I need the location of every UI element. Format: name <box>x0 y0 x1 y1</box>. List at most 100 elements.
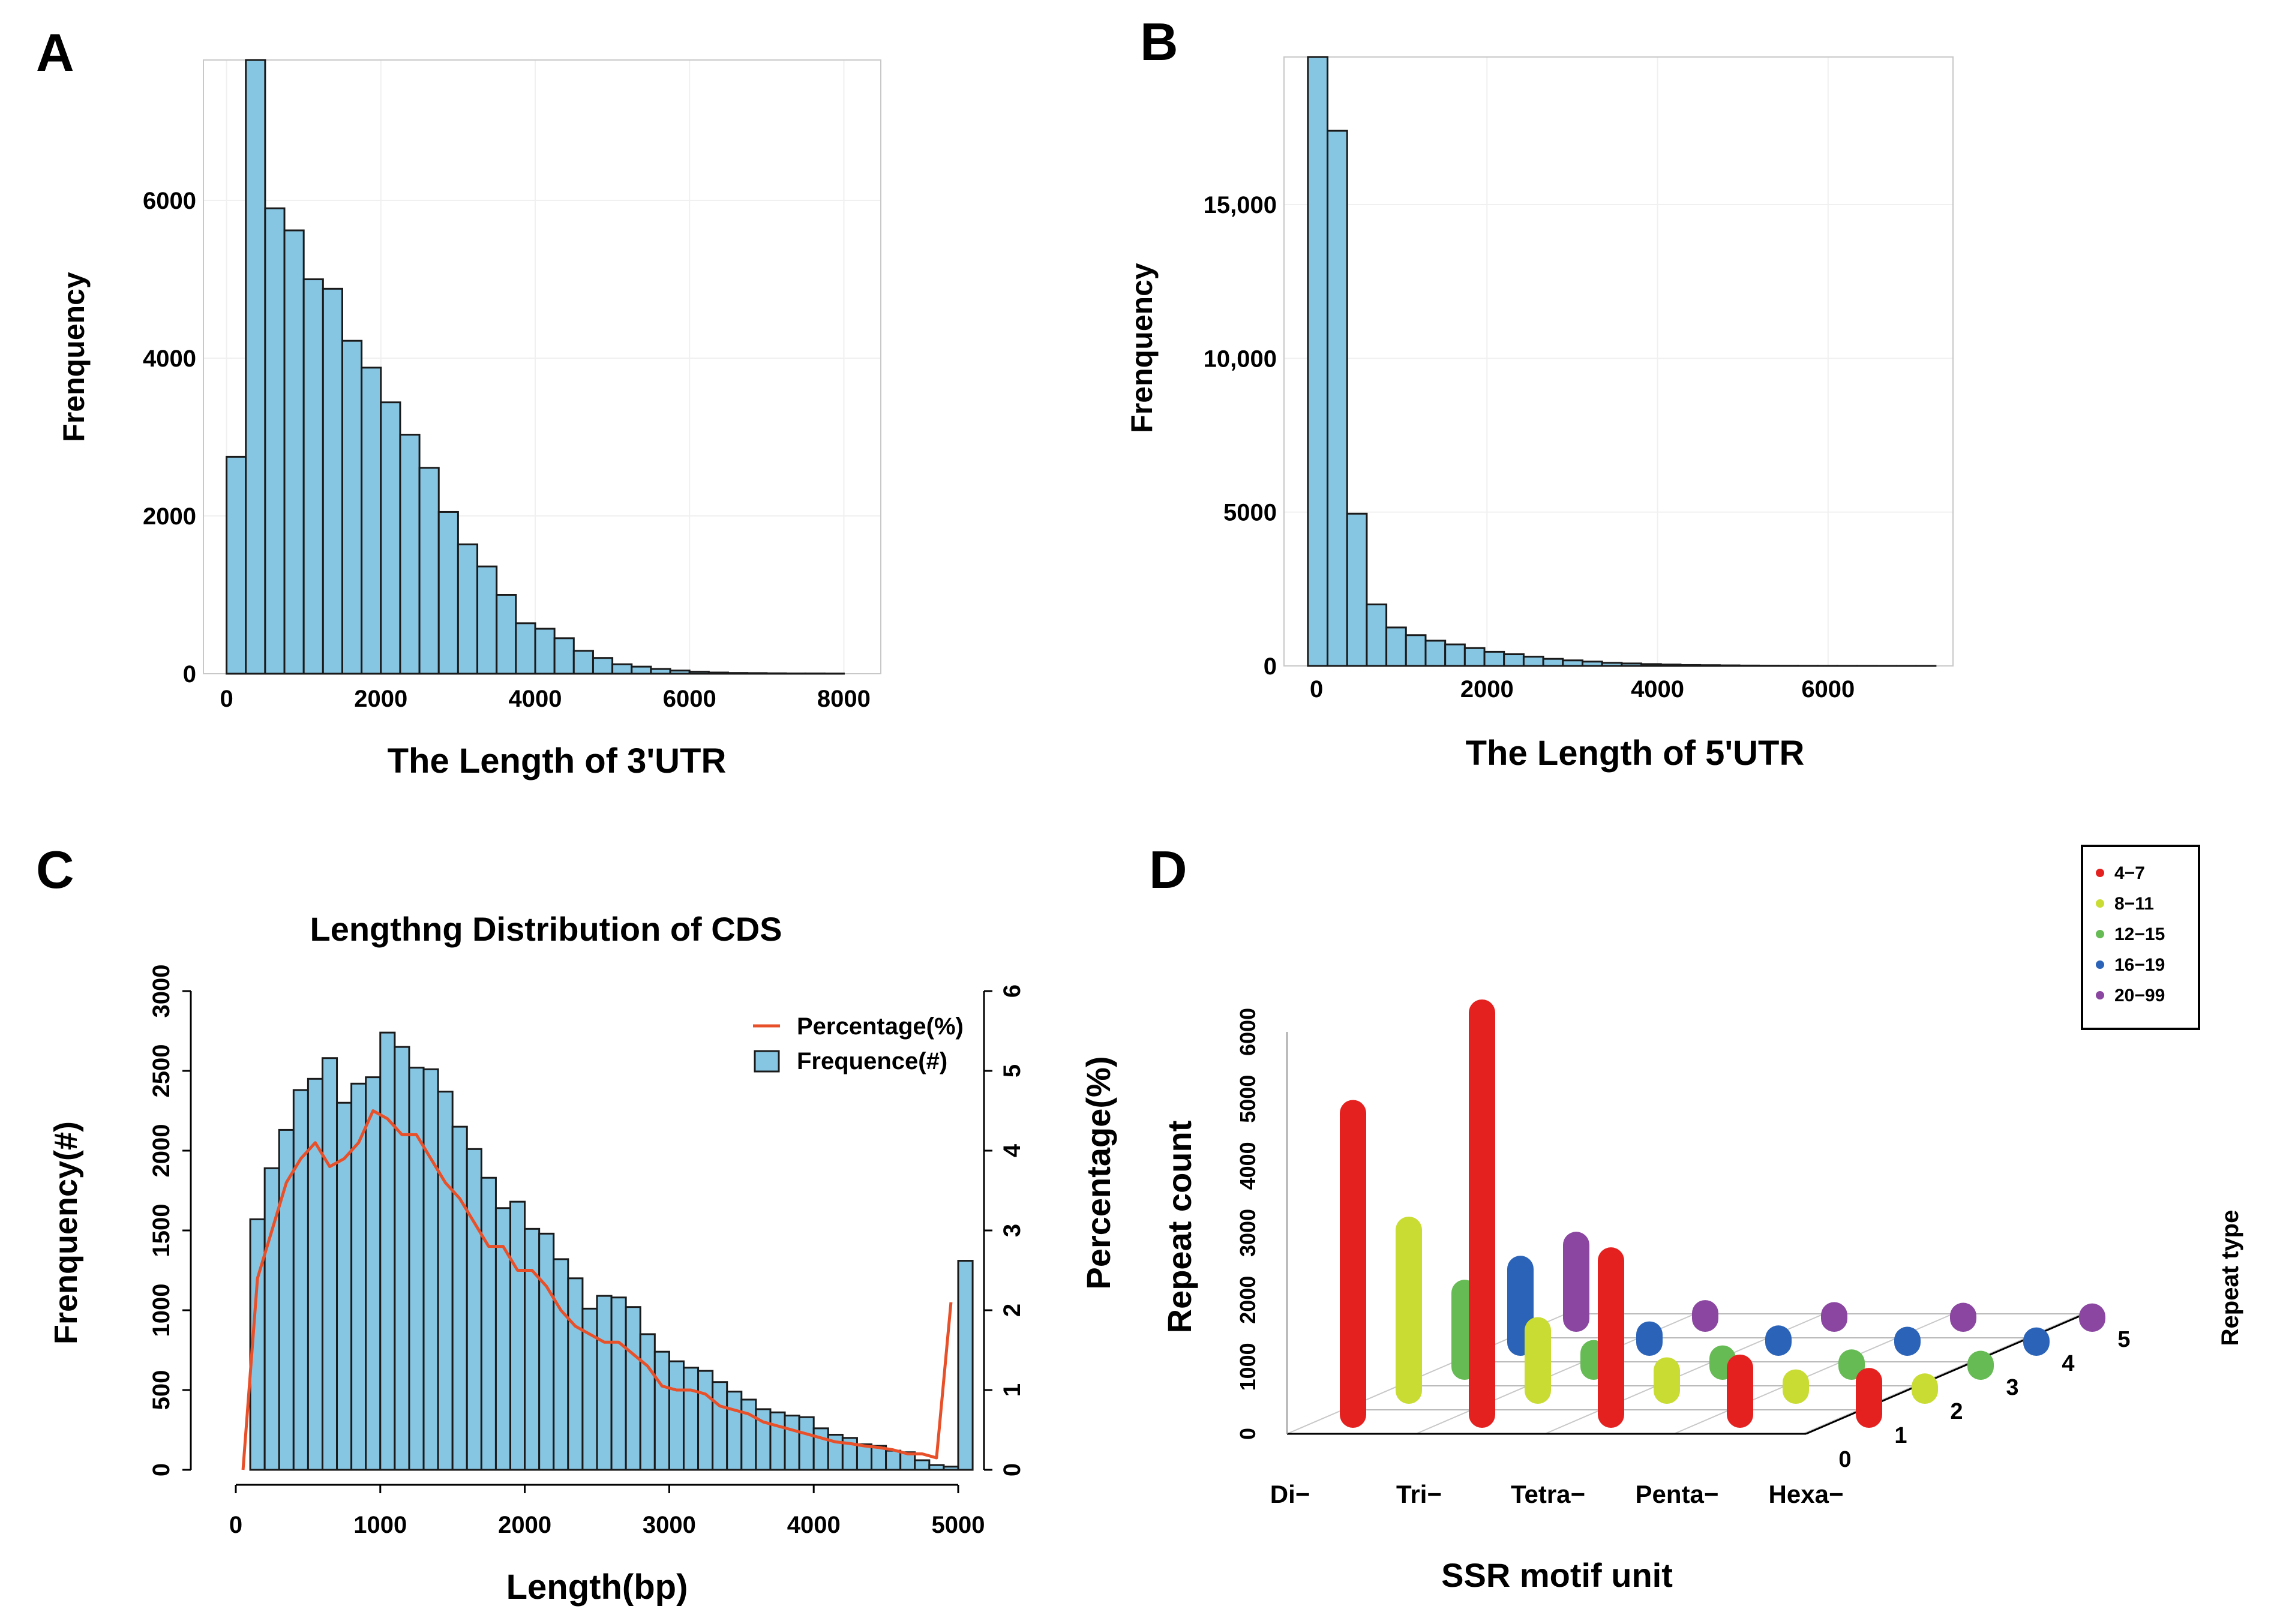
y-tick-label: 1500 <box>148 1204 175 1257</box>
histogram-bar <box>1385 626 1407 667</box>
depth-axis-title: Repeat type <box>2217 1210 2243 1346</box>
legend-dot <box>2096 869 2104 877</box>
depth-tick-label: 0 <box>1838 1447 1851 1472</box>
panel-letter-a: A <box>36 23 74 82</box>
legend-dot <box>2096 899 2104 908</box>
histogram-bar <box>1601 662 1623 667</box>
histogram-bar <box>957 1260 974 1471</box>
category-label: Tetra− <box>1511 1480 1585 1508</box>
histogram-bar <box>625 1306 641 1471</box>
histogram-bar <box>1660 664 1682 667</box>
ssr-bar <box>1396 1217 1422 1404</box>
category-label: Di− <box>1270 1480 1310 1508</box>
x-tick-label: 1000 <box>353 1512 407 1538</box>
y-axis-title: Frenquency(#) <box>48 1121 84 1344</box>
y-tick-label: 15,000 <box>1204 192 1277 218</box>
histogram-bar <box>380 401 401 675</box>
x-tick-label: 8000 <box>817 686 871 712</box>
panel-letter-b: B <box>1140 12 1178 71</box>
histogram-bar <box>1718 664 1741 667</box>
y-tick-label: 2000 <box>1235 1276 1260 1324</box>
histogram-bar <box>457 543 479 675</box>
y-tick-label: 1000 <box>1235 1343 1260 1391</box>
panel-letter-c: C <box>36 840 74 899</box>
histogram-bar <box>534 628 556 675</box>
x-tick-label: 2000 <box>1460 676 1514 703</box>
y-tick-label: 0 <box>1264 653 1277 680</box>
histogram-bar <box>798 1416 815 1471</box>
ssr-bar <box>1838 1349 1865 1380</box>
depth-tick-label: 4 <box>2062 1351 2074 1376</box>
histogram-bar <box>1562 659 1583 667</box>
histogram-bar <box>697 1370 714 1471</box>
y-tick-label: 4000 <box>1235 1142 1260 1190</box>
ssr-bar <box>1821 1302 1847 1332</box>
histogram-bar <box>784 1415 800 1471</box>
legend-bar-swatch <box>754 1050 780 1073</box>
histogram-bar <box>669 670 691 675</box>
y-tick-label: 2000 <box>148 1124 175 1178</box>
depth-tick-label: 3 <box>2006 1375 2018 1400</box>
legend-dot <box>2096 930 2104 938</box>
histogram-bar <box>1581 661 1603 667</box>
y-tick-label: 6000 <box>143 188 196 214</box>
panel-letter-d: D <box>1149 840 1187 899</box>
ssr-bar <box>1967 1350 1994 1380</box>
histogram-bar <box>592 657 614 675</box>
histogram-bar <box>688 671 710 675</box>
x-tick-label: 6000 <box>1801 676 1855 703</box>
histogram-bar <box>437 1091 454 1471</box>
x-tick-label: 4000 <box>1631 676 1684 703</box>
x-axis-title: Length(bp) <box>506 1568 688 1607</box>
panel-c-histogram: 0 1000 2000 3000 4000 50000500100015002000250… <box>48 910 1117 1607</box>
ssr-bar <box>1765 1325 1792 1356</box>
histogram-bar <box>943 1466 959 1471</box>
histogram-bar <box>422 1068 439 1471</box>
depth-tick-label: 2 <box>1950 1399 1963 1424</box>
y2-tick-label: 2 <box>999 1304 1025 1317</box>
histogram-bar <box>1483 650 1505 667</box>
histogram-bar <box>264 207 286 675</box>
x-axis-title: The Length of 3'UTR <box>388 742 727 781</box>
histogram-bar <box>639 1333 656 1471</box>
ssr-bar <box>1563 1232 1589 1332</box>
y-axis-title: Frenquency <box>1125 263 1159 433</box>
histogram-bar <box>1424 640 1447 667</box>
histogram-bar <box>379 1031 396 1471</box>
histogram-bar <box>1679 664 1702 667</box>
histogram-bar <box>1621 662 1643 667</box>
ssr-bar <box>2079 1303 2105 1332</box>
histogram-bar <box>1444 643 1466 667</box>
ssr-bar <box>1912 1373 1938 1404</box>
x-tick-label: 4000 <box>509 686 562 712</box>
histogram-bar <box>226 455 247 675</box>
y-tick-label: 0 <box>148 1463 175 1476</box>
y-tick-label: 5000 <box>1223 500 1277 526</box>
y-axis-title: Repeat count <box>1160 1121 1198 1334</box>
legend-label-percentage: Percentage(%) <box>797 1013 964 1040</box>
histogram-bar <box>1738 664 1760 667</box>
histogram-bar <box>1522 656 1544 667</box>
histogram-bar <box>871 1445 887 1471</box>
x-axis-title: SSR motif unit <box>1441 1556 1673 1594</box>
y2-tick-label: 3 <box>999 1224 1025 1237</box>
ssr-bar <box>1525 1317 1551 1404</box>
histogram-bar <box>1640 663 1662 667</box>
histogram-bar <box>856 1443 873 1471</box>
ssr-bar <box>1469 999 1495 1428</box>
histogram-bar <box>567 1277 584 1471</box>
histogram-bar <box>1327 130 1348 667</box>
histogram-bar <box>496 594 517 675</box>
histogram-bar <box>1463 647 1486 667</box>
histogram-bar <box>746 672 768 675</box>
histogram-bar <box>1346 512 1368 667</box>
y2-tick-label: 6 <box>999 984 1025 998</box>
histogram-bar <box>476 565 498 675</box>
histogram-bar <box>740 1398 757 1471</box>
histogram-bar <box>408 1067 425 1471</box>
ssr-bar <box>1654 1357 1680 1404</box>
histogram-bar <box>769 1411 786 1471</box>
histogram-bar <box>766 672 787 675</box>
legend-dot <box>2096 991 2104 999</box>
histogram-bar <box>712 1381 728 1471</box>
